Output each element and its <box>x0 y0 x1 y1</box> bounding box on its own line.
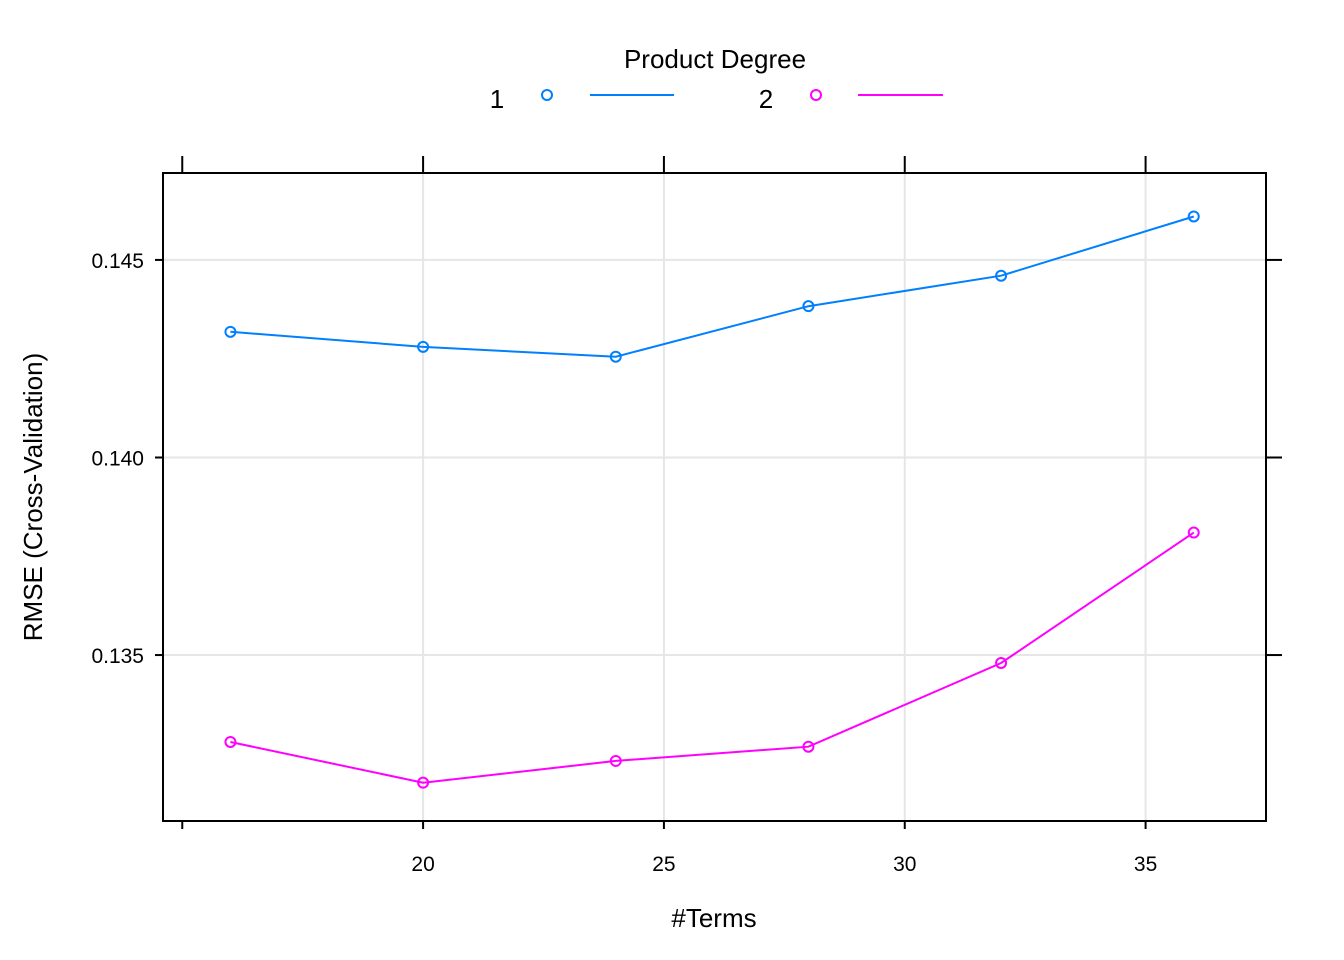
y-tick-label: 0.135 <box>91 645 144 668</box>
legend-label-1: 1 <box>490 84 504 114</box>
data-point <box>609 350 622 363</box>
series-group <box>224 210 1200 789</box>
data-point <box>224 735 237 748</box>
x-tick-label: 25 <box>652 853 675 876</box>
y-tick-label: 0.140 <box>91 447 144 470</box>
data-point <box>224 325 237 338</box>
y-axis-label: RMSE (Cross-Validation) <box>18 353 48 641</box>
x-axis-label: #Terms <box>671 903 756 933</box>
data-point <box>1187 526 1200 539</box>
data-point <box>1187 210 1200 223</box>
y-tick-label: 0.145 <box>91 250 144 273</box>
series-line-2 <box>230 531 1195 784</box>
plot-frame <box>162 172 1267 822</box>
data-point <box>802 300 815 313</box>
data-point <box>417 776 430 789</box>
x-tick-label: 20 <box>411 853 434 876</box>
data-point <box>995 656 1008 669</box>
data-point <box>995 269 1008 282</box>
legend-label-2: 2 <box>759 84 773 114</box>
grid <box>163 173 1266 821</box>
data-point <box>609 754 622 767</box>
series-line-1 <box>230 215 1195 358</box>
data-point <box>417 340 430 353</box>
legend-marker-1 <box>541 89 553 101</box>
x-tick-label: 35 <box>1134 853 1157 876</box>
legend-marker-2 <box>810 89 822 101</box>
axis-ticks: 20 25 30 35 0.135 0.140 0.145 <box>91 156 1282 876</box>
legend-title: Product Degree <box>624 44 806 74</box>
x-tick-label: 30 <box>893 853 916 876</box>
legend: Product Degree 1 2 <box>490 44 943 114</box>
data-point <box>802 740 815 753</box>
